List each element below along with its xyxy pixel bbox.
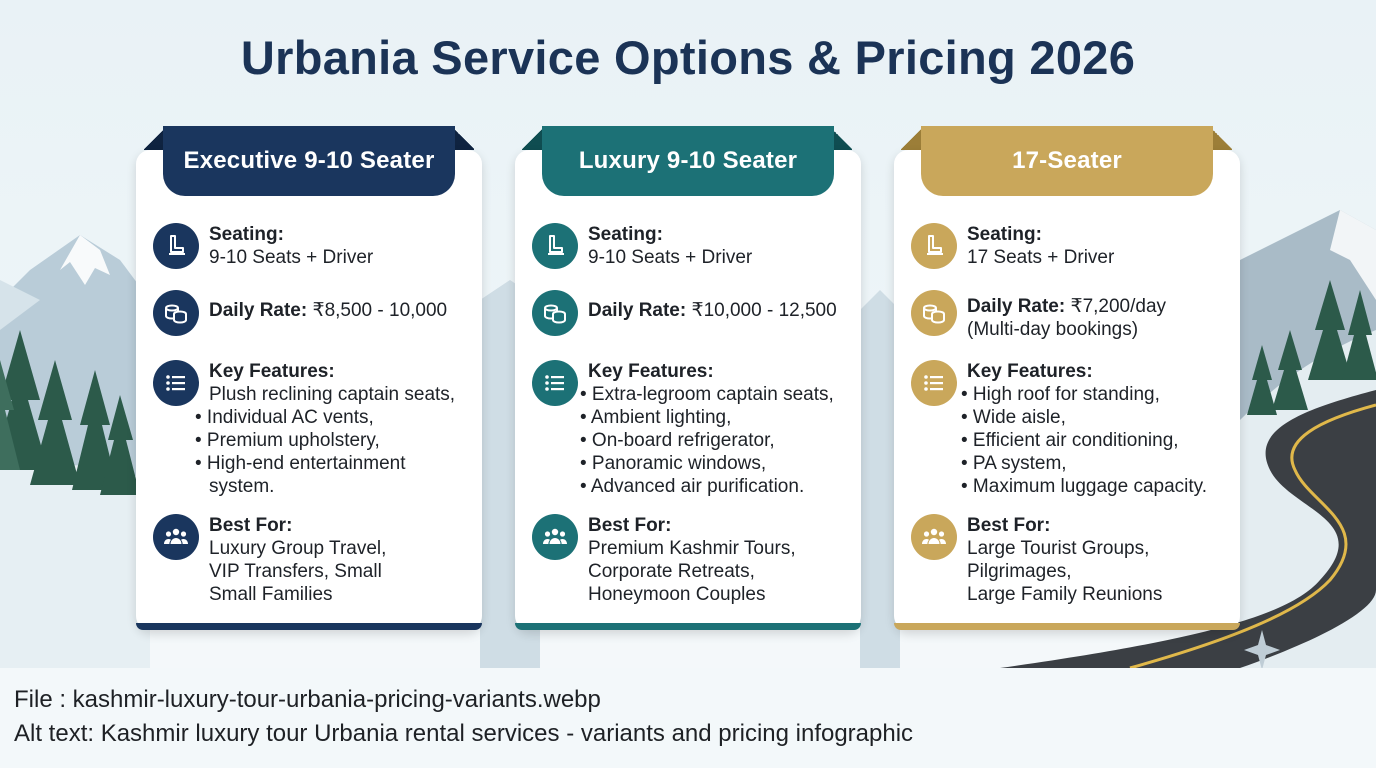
feature-item: • Individual AC vents, — [195, 407, 374, 428]
ribbon-fold-left — [144, 126, 166, 150]
best-for-item: Corporate Retreats, — [588, 561, 755, 582]
alt-text-caption: Alt text: Kashmir luxury tour Urbania re… — [14, 720, 914, 747]
ribbon-fold-right — [830, 126, 852, 150]
seating-label: Seating: — [209, 224, 284, 245]
best-for-item: Premium Kashmir Tours, — [588, 538, 796, 559]
card-accent-bar — [515, 623, 861, 630]
card-accent-bar — [894, 623, 1240, 630]
ribbon-fold-right — [1210, 126, 1232, 150]
rate-row: Daily Rate: ₹7,200/day (Multi-day bookin… — [911, 290, 1232, 350]
best-for-item: Luxury Group Travel, — [209, 538, 387, 559]
service-card-executive: Seating: 9-10 Seats + Driver Daily Rate:… — [136, 150, 482, 630]
seating-value: 9-10 Seats + Driver — [209, 247, 374, 268]
feature-item: • Wide aisle, — [961, 407, 1066, 428]
best-for-row: Best For: Large Tourist Groups, Pilgrima… — [911, 514, 1232, 605]
seat-icon — [911, 223, 957, 269]
seating-row: Seating: 9-10 Seats + Driver — [532, 223, 853, 273]
feature-item: • Premium upholstery, — [195, 430, 380, 451]
file-caption: File : kashmir-luxury-tour-urbania-prici… — [14, 686, 601, 713]
best-for-row: Best For: Luxury Group Travel, VIP Trans… — [153, 514, 474, 605]
list-icon — [532, 360, 578, 406]
features-row: Key Features: Plush reclining captain se… — [153, 360, 474, 500]
features-label: Key Features: — [967, 361, 1093, 382]
seating-row: Seating: 9-10 Seats + Driver — [153, 223, 474, 273]
card-title-17-seater: 17-Seater — [921, 126, 1213, 196]
features-row: Key Features: • High roof for standing, … — [911, 360, 1232, 500]
rate-row: Daily Rate: ₹10,000 - 12,500 — [532, 290, 853, 340]
feature-item: • High roof for standing, — [961, 384, 1160, 405]
seating-value: 9-10 Seats + Driver — [588, 247, 753, 268]
best-for-item: Large Family Reunions — [967, 584, 1163, 605]
features-row: Key Features: • Extra-legroom captain se… — [532, 360, 853, 500]
seat-icon — [153, 223, 199, 269]
feature-item: • PA system, — [961, 453, 1067, 474]
feature-item: • Maximum luggage capacity. — [961, 476, 1208, 497]
page-title: Urbania Service Options & Pricing 2026 — [240, 31, 1136, 84]
ribbon-fold-right — [452, 126, 474, 150]
rate-row: Daily Rate: ₹8,500 - 10,000 — [153, 290, 474, 340]
feature-item: • Ambient lighting, — [580, 407, 732, 428]
best-for-label: Best For: — [209, 515, 293, 536]
infographic-scene: Urbania Service Options & Pricing 2026 S… — [0, 0, 1376, 668]
rate-label: Daily Rate: — [209, 300, 308, 321]
feature-item: system. — [209, 476, 275, 497]
list-icon — [153, 360, 199, 406]
seating-label: Seating: — [588, 224, 663, 245]
feature-item: • Efficient air conditioning, — [961, 430, 1179, 451]
best-for-item: Small Families — [209, 584, 333, 605]
group-icon — [532, 514, 578, 560]
list-icon — [911, 360, 957, 406]
service-card-17-seater: Seating: 17 Seats + Driver Daily Rate: ₹… — [894, 150, 1240, 630]
card-title-executive: Executive 9-10 Seater — [163, 126, 455, 196]
seat-icon — [532, 223, 578, 269]
ribbon-fold-left — [522, 126, 544, 150]
coins-icon — [911, 290, 957, 336]
card-title-luxury: Luxury 9-10 Seater — [542, 126, 834, 196]
feature-item: • High-end entertainment — [195, 453, 406, 474]
rate-note: (Multi-day bookings) — [967, 319, 1139, 340]
features-label: Key Features: — [588, 361, 714, 382]
rate-value: ₹10,000 - 12,500 — [691, 300, 837, 321]
feature-item: • Advanced air purification. — [580, 476, 805, 497]
seating-value: 17 Seats + Driver — [967, 247, 1115, 268]
coins-icon — [153, 290, 199, 336]
rate-value: ₹8,500 - 10,000 — [312, 300, 448, 321]
best-for-label: Best For: — [967, 515, 1051, 536]
card-accent-bar — [136, 623, 482, 630]
best-for-label: Best For: — [588, 515, 672, 536]
rate-label: Daily Rate: — [588, 300, 687, 321]
ribbon-fold-left — [901, 126, 923, 150]
best-for-item: Pilgrimages, — [967, 561, 1072, 582]
features-label: Key Features: — [209, 361, 335, 382]
best-for-item: Large Tourist Groups, — [967, 538, 1150, 559]
feature-item: • Extra-legroom captain seats, — [580, 384, 834, 405]
best-for-item: VIP Transfers, Small — [209, 561, 382, 582]
seating-row: Seating: 17 Seats + Driver — [911, 223, 1232, 273]
feature-item: • Panoramic windows, — [580, 453, 767, 474]
group-icon — [911, 514, 957, 560]
best-for-item: Honeymoon Couples — [588, 584, 766, 605]
rate-value: ₹7,200/day — [1070, 296, 1167, 317]
group-icon — [153, 514, 199, 560]
feature-item: Plush reclining captain seats, — [209, 384, 456, 405]
feature-item: • On-board refrigerator, — [580, 430, 775, 451]
seating-label: Seating: — [967, 224, 1042, 245]
best-for-row: Best For: Premium Kashmir Tours, Corpora… — [532, 514, 853, 605]
rate-label: Daily Rate: — [967, 296, 1066, 317]
service-card-luxury: Seating: 9-10 Seats + Driver Daily Rate:… — [515, 150, 861, 630]
coins-icon — [532, 290, 578, 336]
